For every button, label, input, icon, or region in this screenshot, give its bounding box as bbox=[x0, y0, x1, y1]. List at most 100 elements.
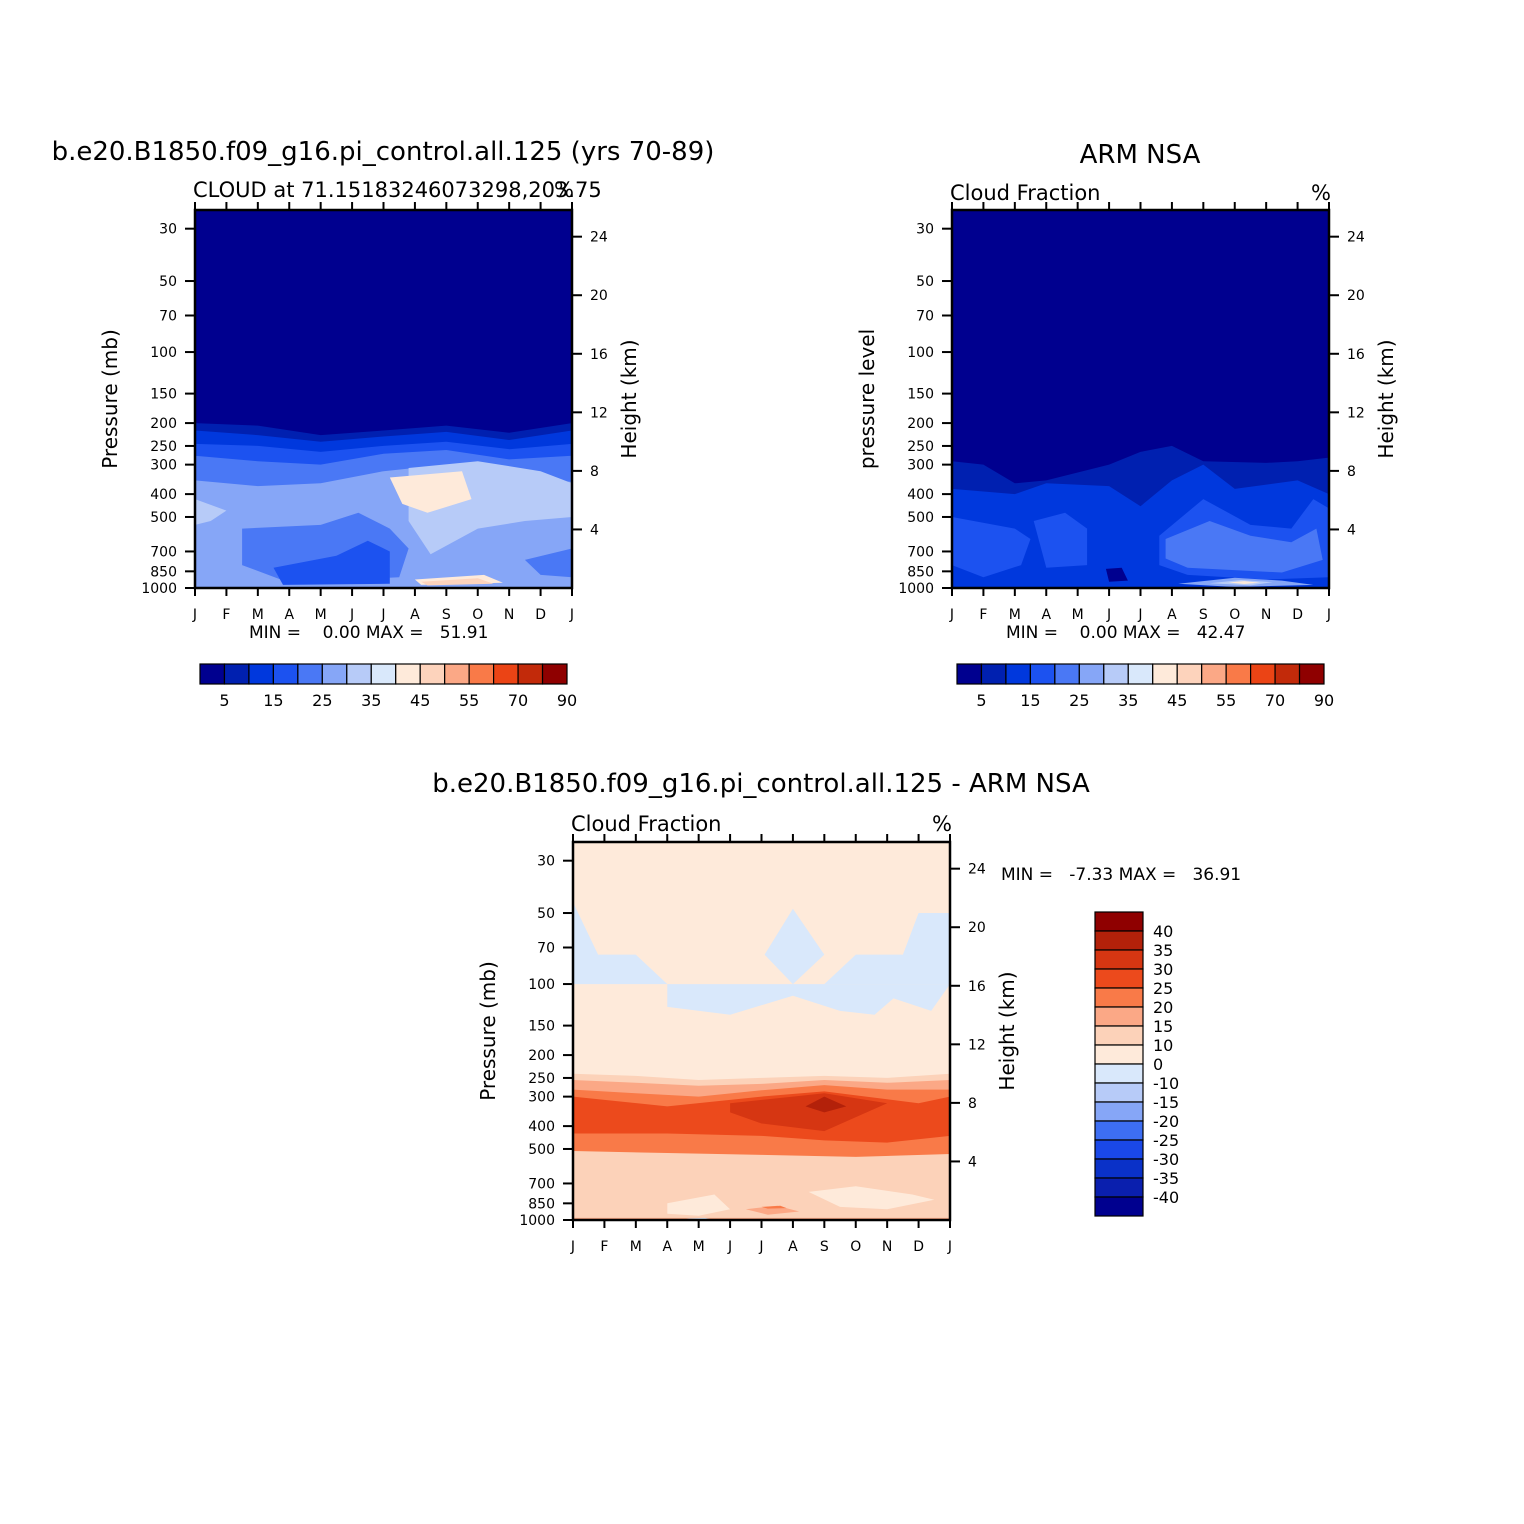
y-right-tick-label: 8 bbox=[968, 1096, 977, 1112]
colorbar-label: -35 bbox=[1153, 1169, 1179, 1188]
y-right-axis-label: Height (km) bbox=[995, 971, 1019, 1090]
colorbar-box bbox=[1225, 663, 1252, 685]
contour-region bbox=[808, 1186, 935, 1210]
colorbar-obs: 5 15 25 35 45 55 70 90 bbox=[956, 663, 1334, 710]
colorbar-label: -10 bbox=[1153, 1074, 1179, 1093]
x-tick-label: M bbox=[630, 1239, 642, 1255]
y-tick-label: 150 bbox=[150, 387, 177, 403]
y-tick-label: 100 bbox=[907, 345, 934, 361]
y-right-tick-label: 24 bbox=[968, 862, 986, 878]
x-tick-label: J bbox=[380, 607, 385, 623]
y-tick-label: 100 bbox=[528, 977, 555, 993]
colorbar-label: 20 bbox=[1153, 998, 1173, 1017]
y-right-tick-label: 24 bbox=[1347, 230, 1365, 246]
x-tick-label: A bbox=[662, 1239, 672, 1255]
contour-region bbox=[667, 984, 950, 1015]
colorbar-box bbox=[1094, 1158, 1144, 1179]
x-tick-label: F bbox=[600, 1239, 608, 1255]
colorbar-box bbox=[370, 663, 397, 685]
y-right-tick-label: 24 bbox=[590, 230, 608, 246]
contour-field-model bbox=[195, 210, 572, 588]
colorbar-label: 25 bbox=[1153, 979, 1173, 998]
x-tick-label: D bbox=[535, 607, 546, 623]
colorbar-box bbox=[1094, 1082, 1144, 1103]
colorbar-label: 70 bbox=[1265, 691, 1285, 710]
y-right-axis-label: Height (km) bbox=[617, 339, 641, 458]
panel-model: J F M A M J J A S O N D J 30 50 70 100 150 200 250 300 400 500… bbox=[52, 137, 715, 710]
y-right-tick-label: 12 bbox=[590, 405, 608, 421]
y-tick-label: 500 bbox=[907, 510, 934, 526]
colorbar-box bbox=[321, 663, 348, 685]
colorbar-label: 45 bbox=[410, 691, 430, 710]
y-tick-label: 300 bbox=[150, 458, 177, 474]
x-tick-label: J bbox=[947, 1239, 952, 1255]
y-tick-label: 200 bbox=[528, 1048, 555, 1064]
colorbar-box bbox=[1094, 1101, 1144, 1122]
colorbar-box bbox=[541, 663, 568, 685]
contour-region bbox=[421, 578, 494, 586]
x-tick-label: J bbox=[349, 607, 354, 623]
panel-obs: J F M A M J J A S O N D J 30 50 70 100 150 200 250 300 400 500… bbox=[855, 140, 1398, 710]
x-tick-label: O bbox=[850, 1239, 861, 1255]
y-tick-label: 250 bbox=[150, 439, 177, 455]
colorbar-label: 5 bbox=[219, 691, 229, 710]
y-tick-label: 500 bbox=[150, 510, 177, 526]
x-tick-label: S bbox=[820, 1239, 829, 1255]
x-tick-label: J bbox=[1326, 607, 1331, 623]
colorbar-box bbox=[1094, 987, 1144, 1008]
colorbar-box bbox=[395, 663, 421, 685]
y-right-tick-label: 8 bbox=[1347, 464, 1356, 480]
y-axis-label: Pressure (mb) bbox=[98, 329, 122, 469]
colorbar-box bbox=[980, 663, 1007, 685]
x-tick-label: N bbox=[1261, 607, 1271, 623]
y-tick-label: 100 bbox=[150, 345, 177, 361]
contour-region bbox=[667, 1194, 731, 1216]
contour-region bbox=[573, 902, 668, 985]
x-tick-label: M bbox=[693, 1239, 705, 1255]
y-right-tick-label: 16 bbox=[1347, 347, 1365, 363]
y-tick-label: 150 bbox=[528, 1019, 555, 1035]
panel-diff: J F M A M J J A S O N D J305070100150200250300400500… bbox=[432, 769, 1241, 1255]
y-right-tick-label: 8 bbox=[590, 464, 599, 480]
contour-region bbox=[195, 499, 227, 525]
y-tick-label: 1000 bbox=[898, 581, 934, 597]
panel-subtitle: Cloud Fraction bbox=[571, 812, 722, 836]
colorbar-box bbox=[248, 663, 275, 685]
x-tick-label: J bbox=[570, 1239, 575, 1255]
colorbar-box bbox=[223, 663, 250, 685]
x-tick-label: S bbox=[1199, 607, 1208, 623]
x-tick-label: J bbox=[727, 1239, 732, 1255]
y-right-tick-label: 20 bbox=[1347, 288, 1365, 304]
x-tick-label: J bbox=[1137, 607, 1142, 623]
y-right-tick-label: 20 bbox=[590, 288, 608, 304]
colorbar-label: 5 bbox=[976, 691, 986, 710]
x-tick-label: M bbox=[252, 607, 264, 623]
colorbar-box bbox=[1103, 663, 1129, 685]
x-tick-label: M bbox=[315, 607, 327, 623]
x-tick-label: M bbox=[1009, 607, 1021, 623]
colorbar-label: 40 bbox=[1153, 922, 1173, 941]
y-right-tick-label: 20 bbox=[968, 920, 986, 936]
x-tick-label: A bbox=[284, 607, 294, 623]
panel-units: % bbox=[554, 178, 574, 202]
y-right-axis-label: Height (km) bbox=[1374, 339, 1398, 458]
x-tick-label: A bbox=[1167, 607, 1177, 623]
y-tick-label: 400 bbox=[907, 487, 934, 503]
y-tick-label: 30 bbox=[159, 222, 177, 238]
contour-field-obs bbox=[952, 210, 1329, 588]
colorbar-label: 55 bbox=[1216, 691, 1236, 710]
x-tick-label: J bbox=[192, 607, 197, 623]
colorbar-box bbox=[468, 663, 495, 685]
colorbar-label: 15 bbox=[263, 691, 283, 710]
colorbar-label: -20 bbox=[1153, 1112, 1179, 1131]
panel-subtitle: CLOUD at 71.15183246073298,203.75 bbox=[193, 178, 602, 202]
panel-units: % bbox=[1311, 181, 1331, 205]
x-tick-label: O bbox=[472, 607, 483, 623]
colorbar-box bbox=[1054, 663, 1080, 685]
colorbar-box bbox=[956, 663, 983, 685]
x-tick-label: J bbox=[758, 1239, 763, 1255]
y-tick-label: 700 bbox=[907, 544, 934, 560]
colorbar-label: 55 bbox=[459, 691, 479, 710]
y-tick-label: 50 bbox=[159, 274, 177, 290]
